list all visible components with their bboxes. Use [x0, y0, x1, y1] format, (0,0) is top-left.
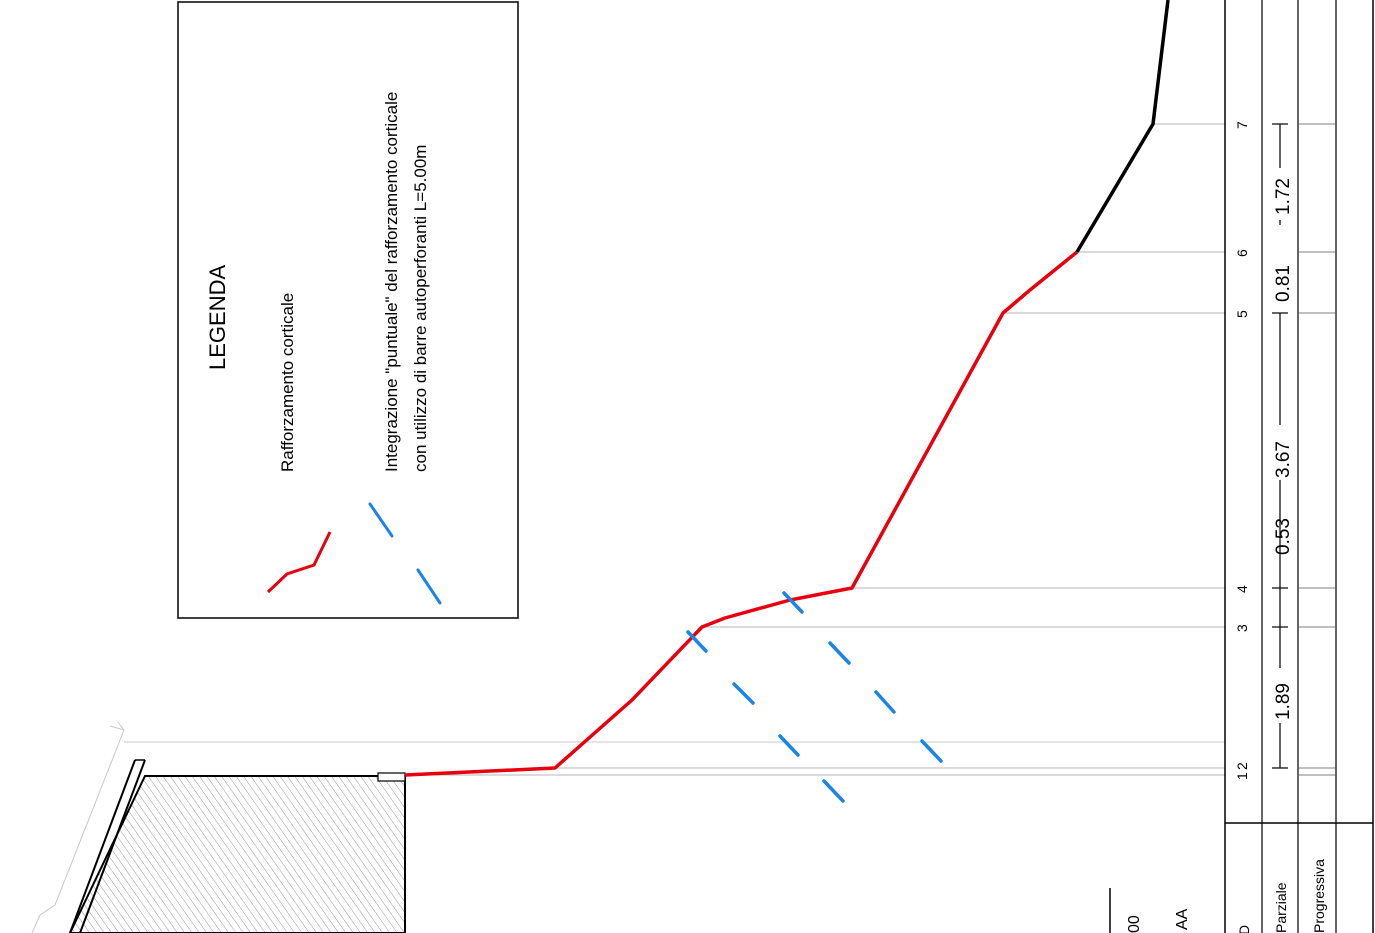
station-4: 4 — [1234, 585, 1250, 593]
legend-item-bars-line1: Integrazione "puntuale" del rafforzament… — [382, 92, 401, 472]
station-6: 6 — [1234, 249, 1250, 257]
station-1: 1 — [1234, 772, 1250, 780]
section-label: AA — [1174, 908, 1191, 930]
partial-3.67: 3.67 — [1273, 441, 1294, 478]
station-5: 5 — [1234, 310, 1250, 318]
scale-number: 00 — [1126, 915, 1143, 933]
retaining-wall — [31, 721, 1225, 933]
partial-0.81: 0.81 — [1273, 265, 1294, 302]
terrain-profile-red — [404, 250, 1079, 777]
legend: LEGENDA Rafforzamento corticale Integraz… — [177, 1, 519, 619]
distance-table: 1 2 3 4 5 6 7 1.89 0.53 3.67 0.81 1.72 — [1224, 0, 1374, 933]
legend-item-bars-line2: con utilizzo di barre autoperforanti L=5… — [411, 145, 430, 472]
legend-item-reinforcement: Rafforzamento corticale — [278, 293, 297, 472]
legend-title: LEGENDA — [205, 265, 230, 370]
partial-1.72: 1.72 — [1273, 178, 1294, 215]
self-drilling-bars — [686, 591, 943, 803]
legend-blue-dashes-icon — [368, 502, 442, 605]
row-label-prefix: D — [1236, 925, 1252, 933]
station-3: 3 — [1234, 624, 1250, 632]
terrain-profile-black — [1075, 0, 1170, 253]
row-label-parziale: Parziale — [1273, 882, 1289, 933]
legend-red-line-icon — [266, 531, 332, 594]
reference-lines — [405, 123, 1225, 776]
partial-1.89: 1.89 — [1273, 683, 1294, 720]
row-label-progressiva: Progressiva — [1311, 859, 1327, 933]
station-7: 7 — [1234, 121, 1250, 129]
station-2: 2 — [1234, 762, 1250, 770]
partial-0.53: 0.53 — [1273, 518, 1294, 555]
